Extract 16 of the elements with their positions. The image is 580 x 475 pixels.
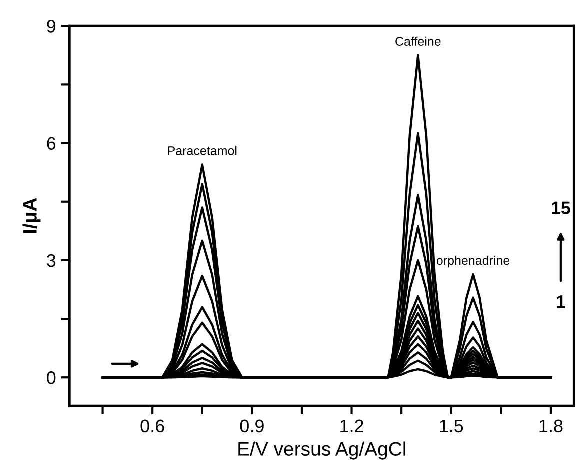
x-axis-title: E/V versus Ag/AgCl [238,442,406,460]
x-tick-label: 0.6 [140,420,164,433]
y-tick-label: 3 [47,254,56,268]
x-tick-label: 1.8 [540,420,563,433]
annotation: 15 [552,202,570,215]
annotation: 1 [557,296,566,308]
y-tick-label: 0 [47,372,56,384]
y-tick-label: 6 [47,137,56,150]
y-axis-title: I/μA [22,198,41,234]
x-tick-label: 0.9 [240,420,264,433]
x-tick-label: 1.5 [440,420,464,433]
annotation: orphenadrine [436,256,510,268]
annotation: Caffeine [396,36,441,46]
y-tick-label: 9 [47,20,56,33]
annotation: Paracetamol [168,146,237,156]
x-tick-label: 1.2 [340,420,364,432]
